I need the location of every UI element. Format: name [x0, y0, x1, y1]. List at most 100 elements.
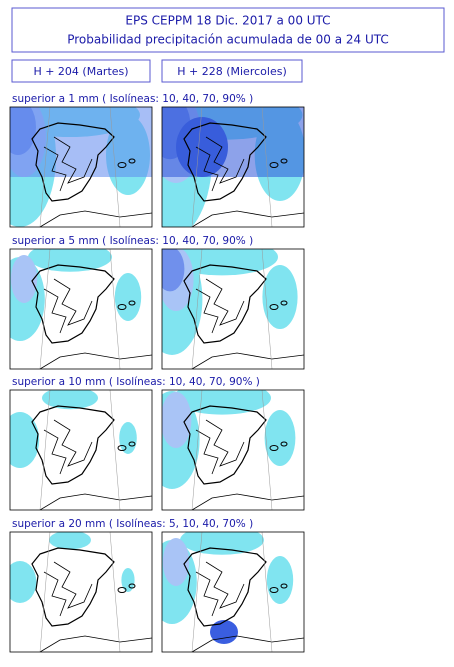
- borders: [53, 561, 93, 609]
- precip-area: [49, 532, 91, 550]
- row-label: superior a 10 mm ( Isolíneas: 10, 40, 70…: [12, 376, 260, 388]
- map-panel: [161, 389, 305, 511]
- africa-coast: [191, 635, 304, 652]
- meridian: [191, 249, 203, 369]
- map-frame: [9, 248, 153, 370]
- precip-layer: [162, 107, 304, 227]
- map-frame: [161, 248, 305, 370]
- map-frame: [161, 106, 305, 228]
- africa-coast: [191, 493, 304, 510]
- borders: [195, 571, 219, 617]
- africa-coast: [39, 210, 152, 227]
- column-header: H + 204 (Martes): [33, 65, 128, 78]
- borders: [43, 571, 67, 617]
- island: [280, 300, 288, 306]
- meridian: [191, 390, 203, 510]
- map-panel: [9, 106, 153, 228]
- coastline: [31, 122, 115, 202]
- coastline: [31, 547, 115, 627]
- borders: [43, 288, 67, 334]
- map-frame: [9, 531, 153, 653]
- meridian: [39, 532, 51, 652]
- meridian: [39, 249, 51, 369]
- precip-layer: [10, 390, 152, 510]
- borders: [53, 419, 93, 467]
- borders: [53, 278, 93, 326]
- meridian: [109, 249, 121, 369]
- borders: [43, 146, 67, 192]
- precip-area: [10, 412, 40, 468]
- meridian: [39, 390, 51, 510]
- precip-layer: [162, 249, 304, 369]
- meridian: [109, 107, 121, 227]
- precip-area: [114, 273, 142, 321]
- island: [117, 445, 127, 451]
- map-frame: [9, 389, 153, 511]
- island: [128, 158, 136, 164]
- island: [117, 162, 127, 168]
- precip-area: [266, 556, 294, 604]
- precip-area: [10, 561, 37, 603]
- precip-area: [166, 249, 278, 276]
- borders: [195, 288, 219, 334]
- column-box: [161, 59, 303, 83]
- map-panel: [9, 389, 153, 511]
- panels: superior a 1 mm ( Isolíneas: 10, 40, 70,…: [9, 93, 305, 653]
- borders: [195, 146, 219, 192]
- precip-layer: [10, 249, 152, 369]
- borders: [53, 136, 93, 184]
- map-panel: [161, 531, 305, 653]
- island: [269, 445, 279, 451]
- island: [280, 583, 288, 589]
- meridian: [109, 390, 121, 510]
- precip-area: [162, 392, 192, 448]
- precip-area: [42, 390, 98, 410]
- precip-area: [10, 255, 38, 303]
- row-label: superior a 5 mm ( Isolíneas: 10, 40, 70,…: [12, 235, 253, 247]
- africa-coast: [191, 352, 304, 369]
- precip-area: [264, 410, 296, 466]
- precip-area: [10, 107, 152, 177]
- title-line: Probabilidad precipitación acumulada de …: [67, 33, 389, 47]
- island: [128, 441, 136, 447]
- meridian: [109, 532, 121, 652]
- africa-coast: [191, 210, 304, 227]
- borders: [205, 278, 245, 326]
- map-frame: [161, 389, 305, 511]
- meridian: [191, 107, 203, 227]
- island: [117, 587, 127, 593]
- borders: [205, 419, 245, 467]
- precip-area: [162, 249, 185, 292]
- coastline: [31, 264, 115, 344]
- map-frame: [161, 531, 305, 653]
- borders: [195, 429, 219, 475]
- africa-coast: [39, 352, 152, 369]
- island: [117, 304, 127, 310]
- borders: [205, 561, 245, 609]
- island: [128, 583, 136, 589]
- precip-area: [180, 532, 264, 555]
- meridian: [261, 390, 273, 510]
- precip-layer: [10, 532, 152, 652]
- coastline: [31, 405, 115, 485]
- meridian: [261, 107, 273, 227]
- precip-layer: [162, 532, 304, 652]
- precip-area: [121, 568, 135, 592]
- coastline: [183, 264, 267, 344]
- precip-area: [162, 107, 304, 177]
- title-line: EPS CEPPM 18 Dic. 2017 a 00 UTC: [125, 14, 330, 28]
- island: [128, 300, 136, 306]
- meridian: [261, 532, 273, 652]
- meridian: [261, 249, 273, 369]
- precip-layer: [10, 107, 152, 227]
- island: [269, 587, 279, 593]
- map-panel: [161, 106, 305, 228]
- precip-area: [173, 390, 271, 415]
- precip-area: [28, 249, 112, 272]
- coastline: [183, 122, 267, 202]
- column-header: H + 228 (Miercoles): [177, 65, 286, 78]
- precip-area: [119, 422, 137, 454]
- island: [269, 304, 279, 310]
- africa-coast: [39, 493, 152, 510]
